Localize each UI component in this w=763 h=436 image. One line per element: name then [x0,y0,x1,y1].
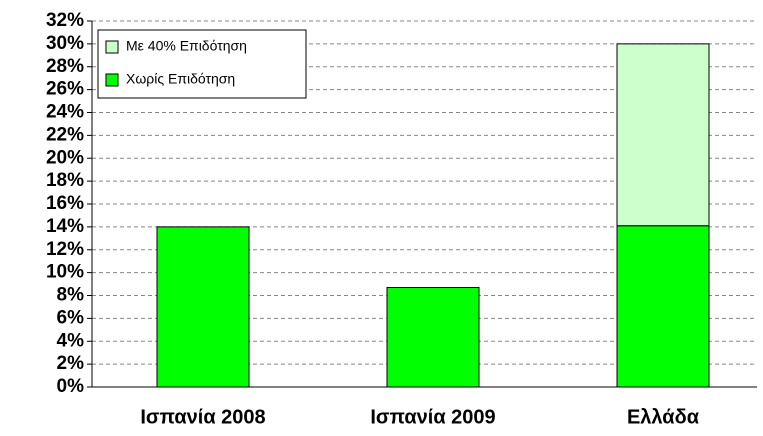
y-tick-label: 10% [46,262,84,283]
bar-segment [156,226,250,388]
y-tick-label: 6% [57,307,85,328]
legend-swatch [105,73,119,87]
legend-box [97,29,307,99]
y-tick-label: 32% [46,10,84,31]
y-tick-label: 2% [57,353,85,374]
y-tick-label: 30% [46,33,84,54]
legend-swatch [105,40,119,54]
y-tick-label: 28% [46,56,84,77]
y-tick-label: 18% [46,170,84,191]
y-tick-label: 4% [57,330,85,351]
y-tick-label: 0% [57,376,85,397]
bar-segment [616,225,710,388]
y-tick-label: 14% [46,216,84,237]
y-tick-label: 8% [57,285,85,306]
y-tick-label: 24% [46,102,84,123]
y-tick-label: 22% [46,124,84,145]
bar-segment [616,43,710,227]
y-tick-label: 26% [46,79,84,100]
bar-segment [386,286,480,388]
y-tick-label: 20% [46,147,84,168]
legend-label: Με 40% Επιδότηση [126,38,247,54]
x-tick-label: Ισπανία 2008 [140,406,265,428]
x-tick-label: Ελλάδα [627,406,700,428]
x-tick-label: Ισπανία 2009 [370,406,495,428]
y-tick-label: 12% [46,239,84,260]
legend-label: Χωρίς Επιδότηση [126,71,235,87]
y-tick-label: 16% [46,193,84,214]
